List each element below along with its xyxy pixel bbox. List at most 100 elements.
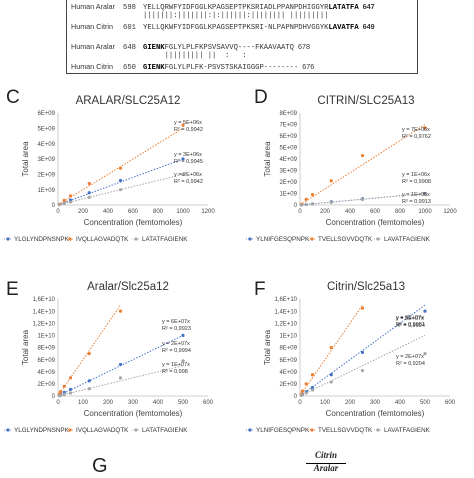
y-tick-label: 0 (294, 394, 298, 400)
panel-letter-f: F (254, 279, 266, 300)
alignment-protein-name: Human Citrin (71, 62, 113, 71)
alignment-protein-name: Human Aralar (71, 42, 115, 51)
y-axis-label: Total area (21, 329, 30, 365)
x-tick-label: 600 (128, 209, 139, 215)
y-axis-label: Total area (263, 141, 272, 177)
sequence-alignment: Human Aralar 598 YELLQRWFYIDFGGLKPAGSEPTPK… (66, 0, 418, 74)
legend-label: LATATFAGIENK (142, 236, 188, 243)
data-point (329, 373, 333, 377)
data-point (423, 126, 427, 130)
alignment-peptide-highlight: GIENK (143, 44, 165, 52)
alignment-peptide-highlight: GIENK (143, 64, 165, 72)
alignment-sequence: FGLYLPLFKPSVSAVVQ----FKAAVAATQ (164, 44, 294, 52)
x-tick-label: 0 (56, 209, 60, 215)
x-tick-label: 0 (56, 400, 60, 406)
data-point (87, 195, 91, 199)
legend-label: TVELLSGVVDQTK (318, 427, 373, 434)
y-tick-label: 8E+09 (279, 346, 297, 352)
x-tick-label: 400 (395, 400, 406, 406)
y-tick-label: 1E+09 (37, 188, 55, 194)
y-tick-label: 8E+09 (37, 346, 55, 352)
data-point (304, 202, 308, 207)
data-point (118, 376, 123, 380)
legend-label: IVQLLAGVADQTK (76, 236, 129, 243)
alignment-sequence: ||||||||| || : : (143, 52, 269, 60)
y-tick-label: 1,2E+10 (32, 321, 55, 327)
alignment-sequence: FGLYLPLFK-PSVSTSKAIGGGP-------- (164, 64, 299, 72)
trend-equation: y = 6E+07x (162, 319, 190, 325)
trend-equation: y = 6E+07x (396, 315, 424, 321)
data-point (329, 200, 333, 204)
data-point (360, 153, 365, 158)
alignment-end-position: 678 (293, 42, 310, 51)
y-tick-label: 1,6E+10 (32, 297, 55, 303)
data-point (300, 393, 305, 397)
panel-letter-e: E (6, 279, 19, 300)
x-tick-label: 200 (345, 400, 356, 406)
alignment-start-position: 648 (123, 44, 136, 52)
legend-label: TVELLSGVVDQTK (318, 236, 373, 243)
data-point (58, 393, 63, 397)
y-tick-label: 2E+09 (279, 382, 297, 388)
alignment-start-position: 650 (123, 64, 136, 72)
x-tick-label: 500 (178, 400, 189, 406)
alignment-line: Human Citrin 650 GIENKFGLYLPLFK-PSVSTSKAIG… (71, 62, 314, 72)
trend-r-squared: R² = 0,9762 (402, 134, 431, 140)
data-point (360, 197, 365, 202)
trend-equation: y = 2E+06x (174, 172, 202, 178)
data-point (360, 350, 365, 354)
data-point (62, 392, 66, 397)
data-point (118, 362, 123, 367)
panel-letter-c: C (6, 87, 20, 108)
trend-equation: y = 1E+06x (402, 172, 430, 178)
alignment-peptide-highlight: LATATFA (328, 4, 359, 12)
legend-label: IVQLLAGVADQTK (76, 427, 129, 434)
alignment-start-position: 598 (123, 4, 136, 12)
data-point (181, 123, 185, 127)
y-tick-label: 2E+09 (279, 180, 297, 186)
data-point (62, 201, 66, 206)
x-tick-label: 200 (78, 209, 89, 215)
trend-r-squared: R² = 0,9994 (396, 323, 425, 329)
x-tick-label: 1000 (176, 209, 190, 215)
x-axis-label: Concentration (femtomoles) (326, 218, 425, 227)
x-tick-label: 1200 (201, 209, 215, 215)
legend-label: YLGLYNDPNSNPK (14, 236, 70, 243)
data-point (87, 191, 91, 195)
y-tick-label: 2E+09 (37, 382, 55, 388)
y-tick-label: 8E+09 (279, 111, 297, 117)
data-point (181, 172, 185, 176)
data-point (329, 345, 333, 350)
trend-r-squared: R² = 0,9204 (396, 361, 425, 367)
data-point (304, 382, 308, 386)
data-point (360, 306, 365, 310)
trend-r-squared: R² = 0,9961 (396, 322, 425, 328)
data-point (360, 368, 365, 373)
x-tick-label: 500 (420, 400, 431, 406)
y-tick-label: 6E+09 (37, 358, 55, 364)
trend-r-squared: R² = 0,9908 (402, 179, 431, 185)
data-point (310, 388, 315, 392)
x-tick-label: 200 (320, 209, 331, 215)
data-point (87, 379, 91, 383)
alignment-protein-name: Human Aralar (71, 2, 115, 11)
y-tick-label: 3E+09 (37, 157, 55, 163)
x-tick-label: 800 (153, 209, 164, 215)
chart-title: Aralar/Slc25a12 (87, 281, 169, 293)
y-tick-label: 4E+09 (279, 157, 297, 163)
x-tick-label: 400 (153, 400, 164, 406)
y-tick-label: 5E+09 (279, 146, 297, 152)
y-tick-label: 3E+09 (279, 169, 297, 175)
y-tick-label: 4E+09 (37, 142, 55, 148)
alignment-line: Human Aralar 648 GIENKFGLYLPLFKPSVSAVVQ---… (71, 42, 310, 52)
alignment-sequence: YELLQKWFYIDFGGLKPAGSEPTPKSRI-NLPAPNPDHVG… (143, 24, 329, 32)
data-point (87, 351, 91, 356)
y-tick-label: 1,6E+10 (274, 297, 297, 303)
x-tick-label: 300 (370, 400, 381, 406)
x-tick-label: 300 (128, 400, 139, 406)
data-point (57, 203, 61, 207)
data-point (310, 373, 315, 377)
fraction-bar (306, 463, 346, 464)
y-tick-label: 6E+09 (279, 358, 297, 364)
trendline-1 (299, 304, 363, 397)
